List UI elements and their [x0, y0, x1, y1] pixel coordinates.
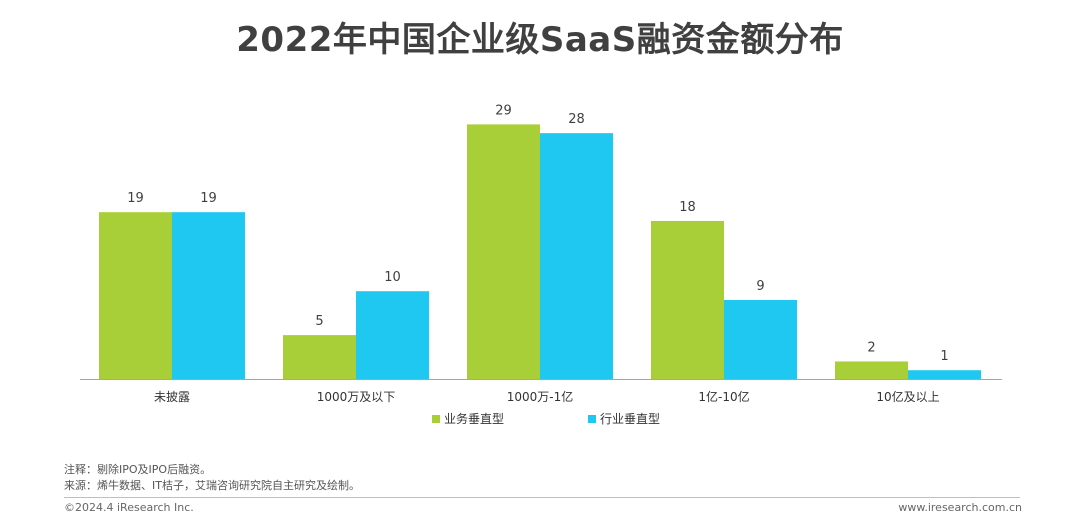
bar-2-4: [724, 299, 797, 379]
legend-label-series-2: 行业垂直型: [600, 412, 661, 426]
data-label-1-5: 2: [867, 340, 875, 355]
data-label-1-3: 29: [495, 103, 512, 118]
data-label-2-4: 9: [756, 279, 764, 294]
legend-swatch-series-1: [432, 414, 440, 423]
x-tick-label-3: 1000万-1亿: [507, 389, 574, 404]
bar-1-5: [835, 361, 908, 379]
bar-1-3: [467, 124, 540, 379]
bar-1-2: [283, 335, 356, 379]
footer-website: www.iresearch.com.cn: [898, 501, 1022, 514]
bar-1-1: [99, 212, 172, 379]
footer-copyright: ©2024.4 iResearch Inc.: [64, 501, 194, 514]
bar-2-5: [908, 370, 981, 379]
bar-1-4: [651, 220, 724, 379]
legend-item-series-2: 行业垂直型: [588, 410, 660, 427]
legend-item-series-1: 业务垂直型: [432, 410, 504, 427]
data-label-1-2: 5: [315, 314, 323, 329]
x-tick-label-1: 未披露: [154, 390, 190, 404]
data-label-2-2: 10: [384, 270, 401, 285]
data-label-1-4: 18: [679, 200, 696, 215]
chart-source: 来源：烯牛数据、IT桔子，艾瑞咨询研究院自主研究及绘制。: [64, 479, 360, 492]
bar-2-1: [172, 212, 245, 379]
x-tick-label-2: 1000万及以下: [317, 390, 396, 404]
data-label-2-1: 19: [200, 191, 217, 206]
bar-2-2: [356, 291, 429, 379]
bar-2-3: [540, 133, 613, 379]
legend-label-series-1: 业务垂直型: [444, 412, 505, 426]
data-label-2-3: 28: [568, 112, 585, 127]
chart-note: 注释：剔除IPO及IPO后融资。: [64, 463, 212, 476]
data-label-1-1: 19: [127, 191, 144, 206]
legend: 业务垂直型 行业垂直型: [0, 410, 1080, 428]
footer-divider: [64, 497, 1020, 498]
legend-swatch-series-2: [588, 414, 596, 423]
x-tick-label-5: 10亿及以上: [876, 389, 939, 404]
x-tick-label-4: 1亿-10亿: [698, 389, 749, 404]
data-label-2-5: 1: [940, 349, 948, 364]
chart-title: 2022年中国企业级SaaS融资金额分布: [236, 20, 844, 60]
